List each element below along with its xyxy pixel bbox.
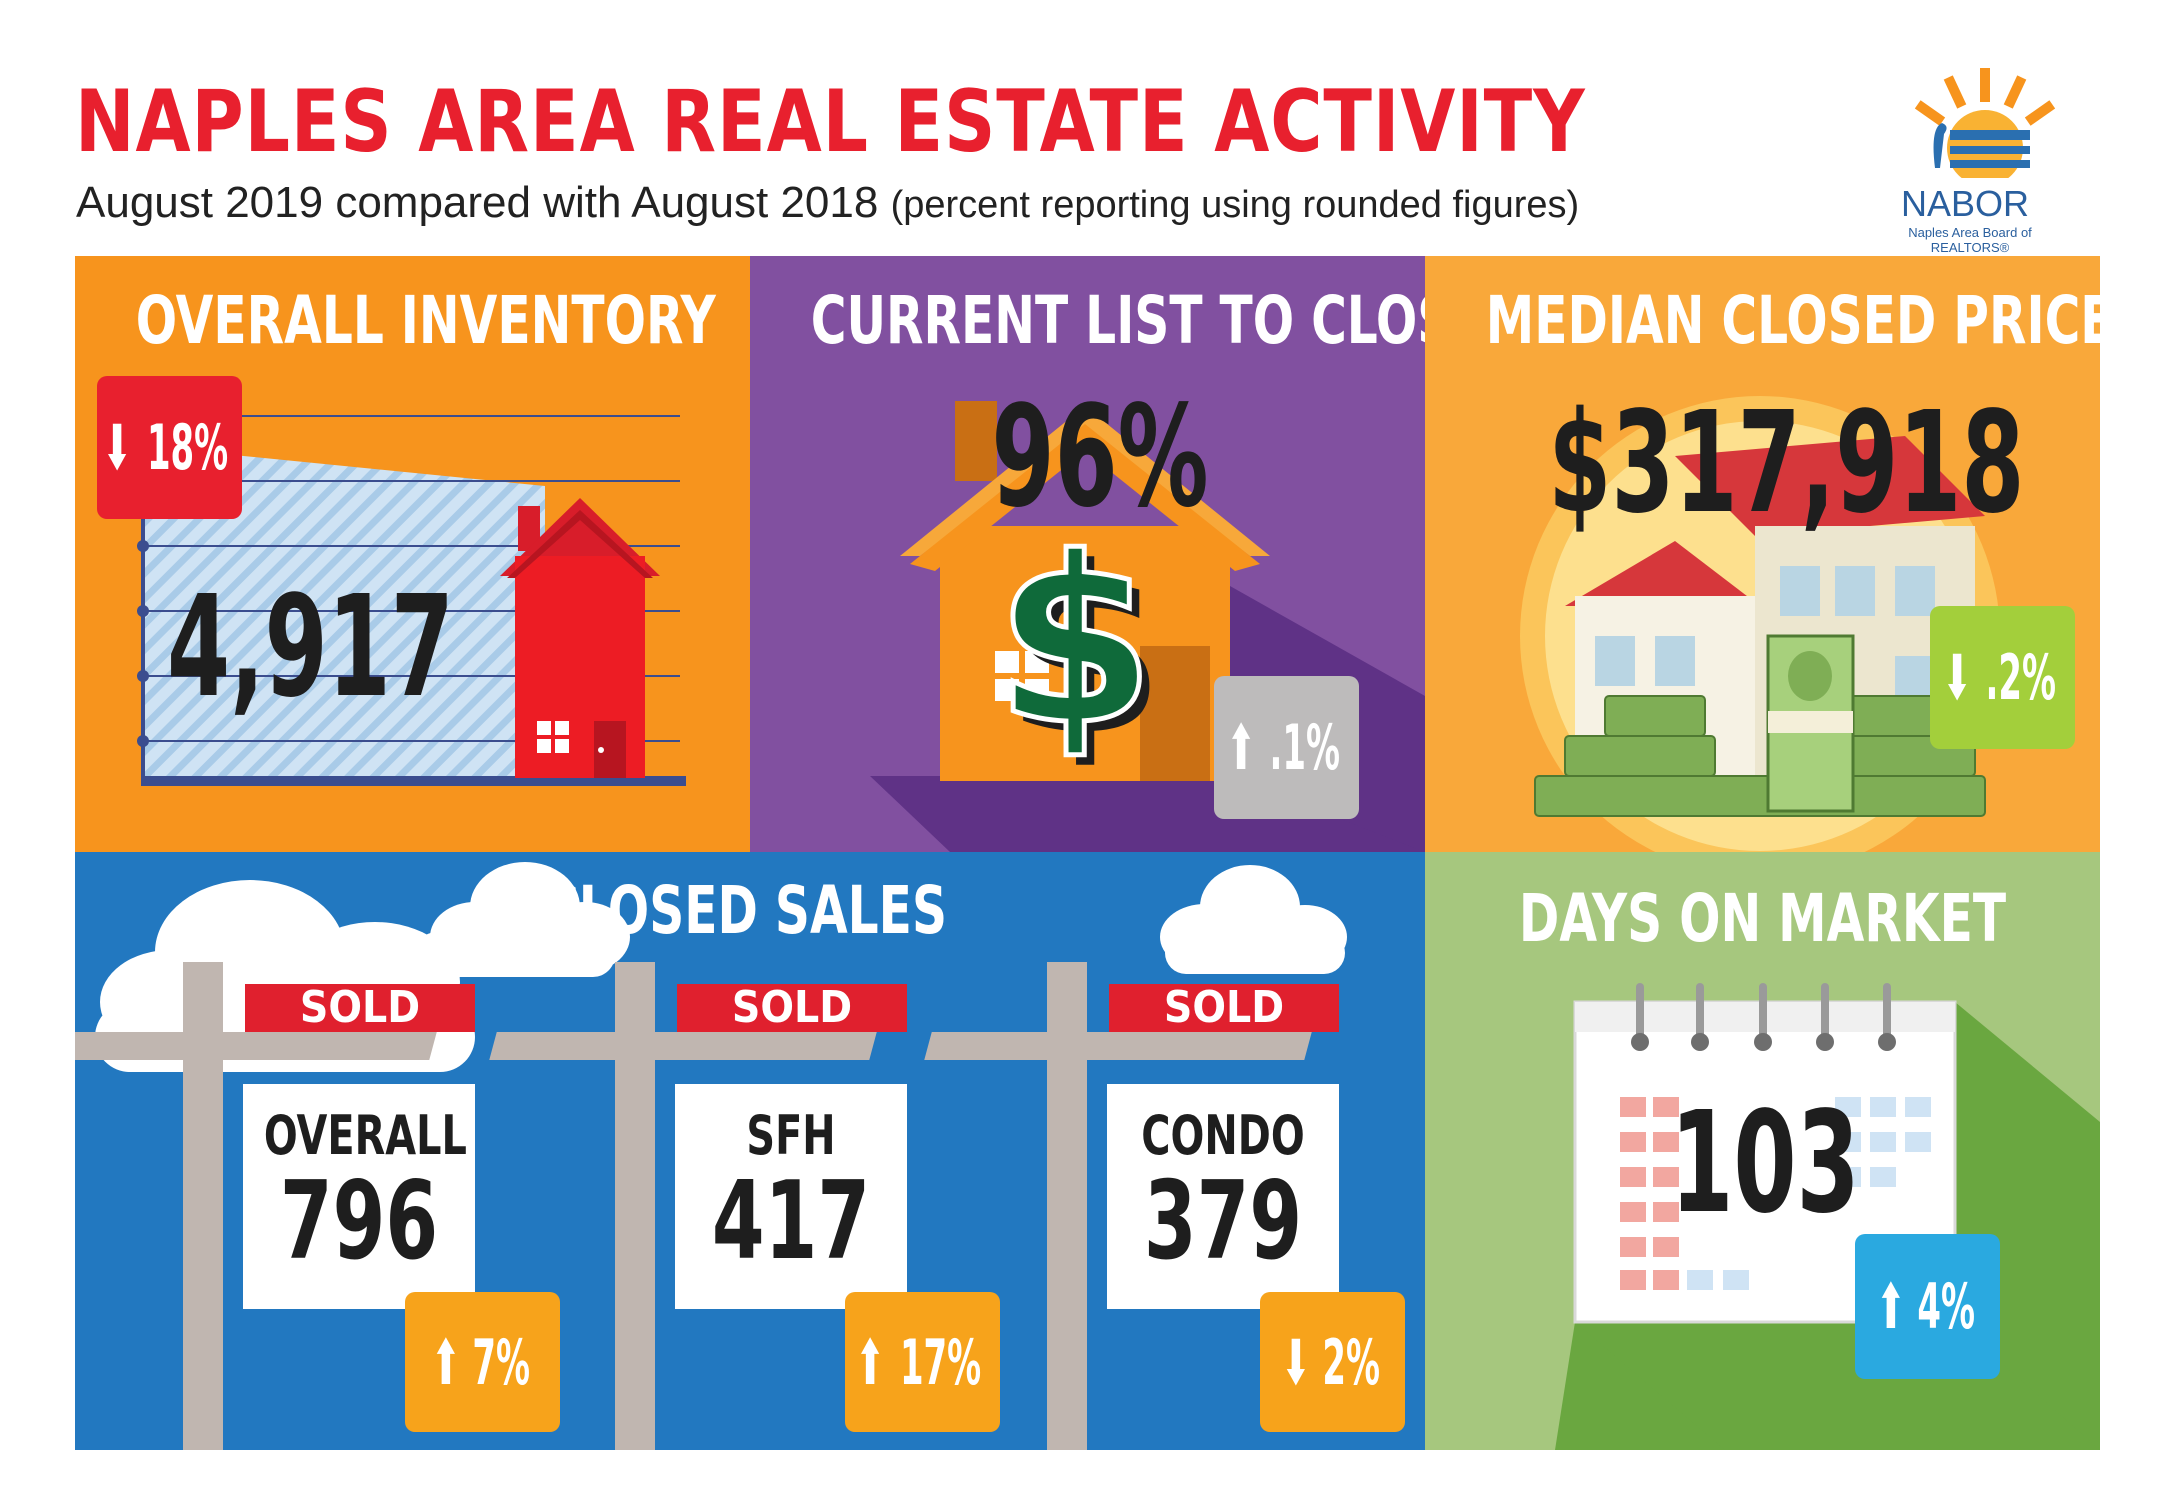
inventory-change-badge: ⬇ 18% <box>97 376 242 519</box>
sign-value: 379 <box>1143 1159 1303 1284</box>
median-price-change-badge: ⬇ .2% <box>1930 606 2075 749</box>
panel-title: OVERALL INVENTORY <box>135 282 716 359</box>
median-price-value: $317,918 <box>1548 382 2025 545</box>
svg-text:$: $ <box>995 509 1155 776</box>
arrow-down-icon: ⬇ <box>1943 641 1972 714</box>
closed-sales-condo-card: CONDO 379 <box>1107 1084 1339 1309</box>
subtitle-main: August 2019 compared with August 2018 <box>76 178 879 227</box>
sfh-change-badge: ⬆ 17% <box>845 1292 1000 1432</box>
change-value: 17% <box>900 1325 982 1399</box>
change-value: 7% <box>471 1325 530 1399</box>
list-to-closed-change-badge: ⬆ .1% <box>1214 676 1359 819</box>
panel-overall-inventory: OVERALL INVENTORY <box>75 256 750 852</box>
page-title: NAPLES AREA REAL ESTATE ACTIVITY <box>75 72 1586 172</box>
arrow-up-icon: ⬆ <box>1876 1270 1905 1343</box>
change-value: 2% <box>1321 1325 1380 1399</box>
condo-change-badge: ⬇ 2% <box>1260 1292 1405 1432</box>
inventory-chart-illustration <box>137 376 686 786</box>
sign-label: OVERALL <box>263 1104 467 1167</box>
sunburst-logo-icon <box>1914 68 2056 186</box>
svg-text:$: $ <box>1005 519 1165 786</box>
sign-label: SFH <box>746 1104 836 1167</box>
days-on-market-change-badge: ⬆ 4% <box>1855 1234 2000 1379</box>
inventory-value: 4,917 <box>167 566 454 729</box>
sign-value: 796 <box>279 1159 439 1284</box>
sold-sign-condo: SOLD <box>1109 984 1339 1032</box>
sign-label: CONDO <box>1141 1104 1305 1167</box>
change-value: 18% <box>147 411 229 484</box>
change-value: .2% <box>1985 641 2056 714</box>
panel-days-on-market: DAYS ON MARKET 103 ⬆ 4% <box>1425 852 2100 1450</box>
sold-sign-sfh: SOLD <box>677 984 907 1032</box>
panel-list-to-closed: CURRENT LIST TO CLOSED $ $ 96% ⬆.1% <box>750 256 1425 852</box>
days-on-market-value: 103 <box>1670 1082 1860 1245</box>
panel-median-closed-price: MEDIAN CLOSED PRICE $317,918 ⬇ .2% <box>1425 256 2100 852</box>
panel-title: CURRENT LIST TO CLOSED <box>810 282 1425 359</box>
house-dollar-illustration: $ $ <box>870 401 1425 852</box>
subtitle-note: (percent reporting using rounded figures… <box>890 184 1580 226</box>
sold-sign-overall: SOLD <box>245 984 475 1032</box>
list-to-closed-value: 96% <box>991 376 1209 539</box>
arrow-up-icon: ⬆ <box>1227 711 1256 784</box>
logo-name: NABOR <box>1900 183 2030 224</box>
arrow-up-icon: ⬆ <box>431 1325 460 1399</box>
arrow-down-icon: ⬇ <box>1281 1325 1310 1399</box>
change-value: 4% <box>1916 1270 1975 1343</box>
clouds-and-posts-illustration <box>75 862 1347 1450</box>
change-value: .1% <box>1269 711 1340 784</box>
arrow-down-icon: ⬇ <box>103 411 132 484</box>
panel-title: DAYS ON MARKET <box>1518 880 2007 957</box>
closed-sales-overall-card: OVERALL 796 <box>243 1084 475 1309</box>
logo-tagline: Naples Area Board of REALTORS® <box>1908 225 2032 255</box>
nabor-logo: NABOR Naples Area Board of REALTORS® <box>1880 68 2070 255</box>
overall-change-badge: ⬆ 7% <box>405 1292 560 1432</box>
house-money-illustration <box>1520 396 2000 852</box>
panel-title: MEDIAN CLOSED PRICE <box>1485 282 2100 359</box>
arrow-up-icon: ⬆ <box>856 1325 885 1399</box>
closed-sales-sfh-card: SFH 417 <box>675 1084 907 1309</box>
sign-value: 417 <box>711 1159 871 1284</box>
panel-closed-sales: CLOSED SALES SOLD OVERALL 796 ⬆ 7% SOLD S… <box>75 852 1425 1450</box>
page-subtitle: August 2019 compared with August 2018 (p… <box>76 178 1579 228</box>
